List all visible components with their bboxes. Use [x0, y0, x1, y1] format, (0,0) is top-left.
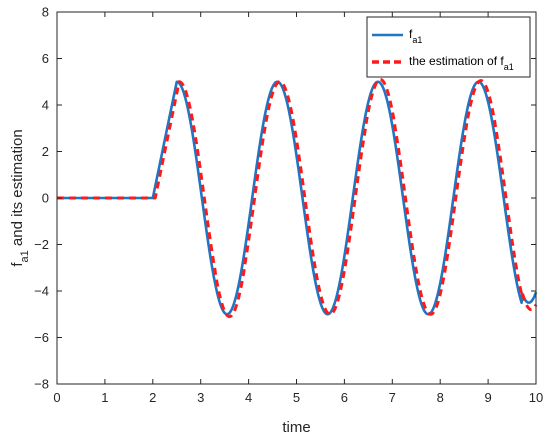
y-tick-label-0: −8 — [34, 377, 49, 392]
legend-label-2-prefix: the estimation of — [409, 54, 500, 68]
x-tick-label-6: 6 — [341, 390, 348, 405]
y-tick-label-2: −4 — [34, 284, 49, 299]
x-tick-label-7: 7 — [389, 390, 396, 405]
y-tick-label-5: 2 — [42, 144, 49, 159]
x-tick-label-4: 4 — [245, 390, 252, 405]
y-tick-label-7: 6 — [42, 51, 49, 66]
legend-label-1-main: f — [409, 27, 413, 41]
x-axis-label: time — [282, 419, 310, 436]
legend-label-2-sub: a1 — [504, 62, 514, 72]
legend-label-1-sub: a1 — [412, 35, 422, 45]
x-tick-label-9: 9 — [484, 390, 491, 405]
y-tick-label-1: −6 — [34, 330, 49, 345]
series-layer — [55, 77, 538, 319]
legend: fa1 the estimation of fa1 — [366, 16, 531, 78]
x-tick-label-3: 3 — [197, 390, 204, 405]
y-axis-label: fa1 and its estimation — [9, 129, 31, 266]
x-tick-label-1: 1 — [101, 390, 108, 405]
legend-label-series-2: the estimation of fa1 — [409, 54, 514, 72]
y-tick-label-6: 4 — [42, 98, 49, 113]
x-tick-label-0: 0 — [53, 390, 60, 405]
x-tick-label-5: 5 — [293, 390, 300, 405]
y-axis-label-sub: a1 — [19, 250, 31, 262]
x-tick-label-8: 8 — [437, 390, 444, 405]
ticks-layer: 0 1 2 3 4 5 6 7 8 9 10 −8 −6 −4 −2 0 2 4 6 8 — [34, 5, 543, 406]
series-line-2 — [55, 77, 538, 319]
y-axis-label-rest: and its estimation — [9, 129, 26, 250]
series-line-1 — [56, 80, 538, 316]
x-tick-label-10: 10 — [529, 390, 543, 405]
y-tick-label-8: 8 — [42, 5, 49, 20]
legend-label-series-1: fa1 — [409, 27, 422, 45]
y-axis-label-main: f — [9, 262, 26, 267]
x-tick-label-2: 2 — [149, 390, 156, 405]
y-tick-label-3: −2 — [34, 237, 49, 252]
y-tick-label-4: 0 — [42, 191, 49, 206]
legend-box — [366, 16, 531, 78]
legend-label-2-main: f — [500, 54, 504, 68]
